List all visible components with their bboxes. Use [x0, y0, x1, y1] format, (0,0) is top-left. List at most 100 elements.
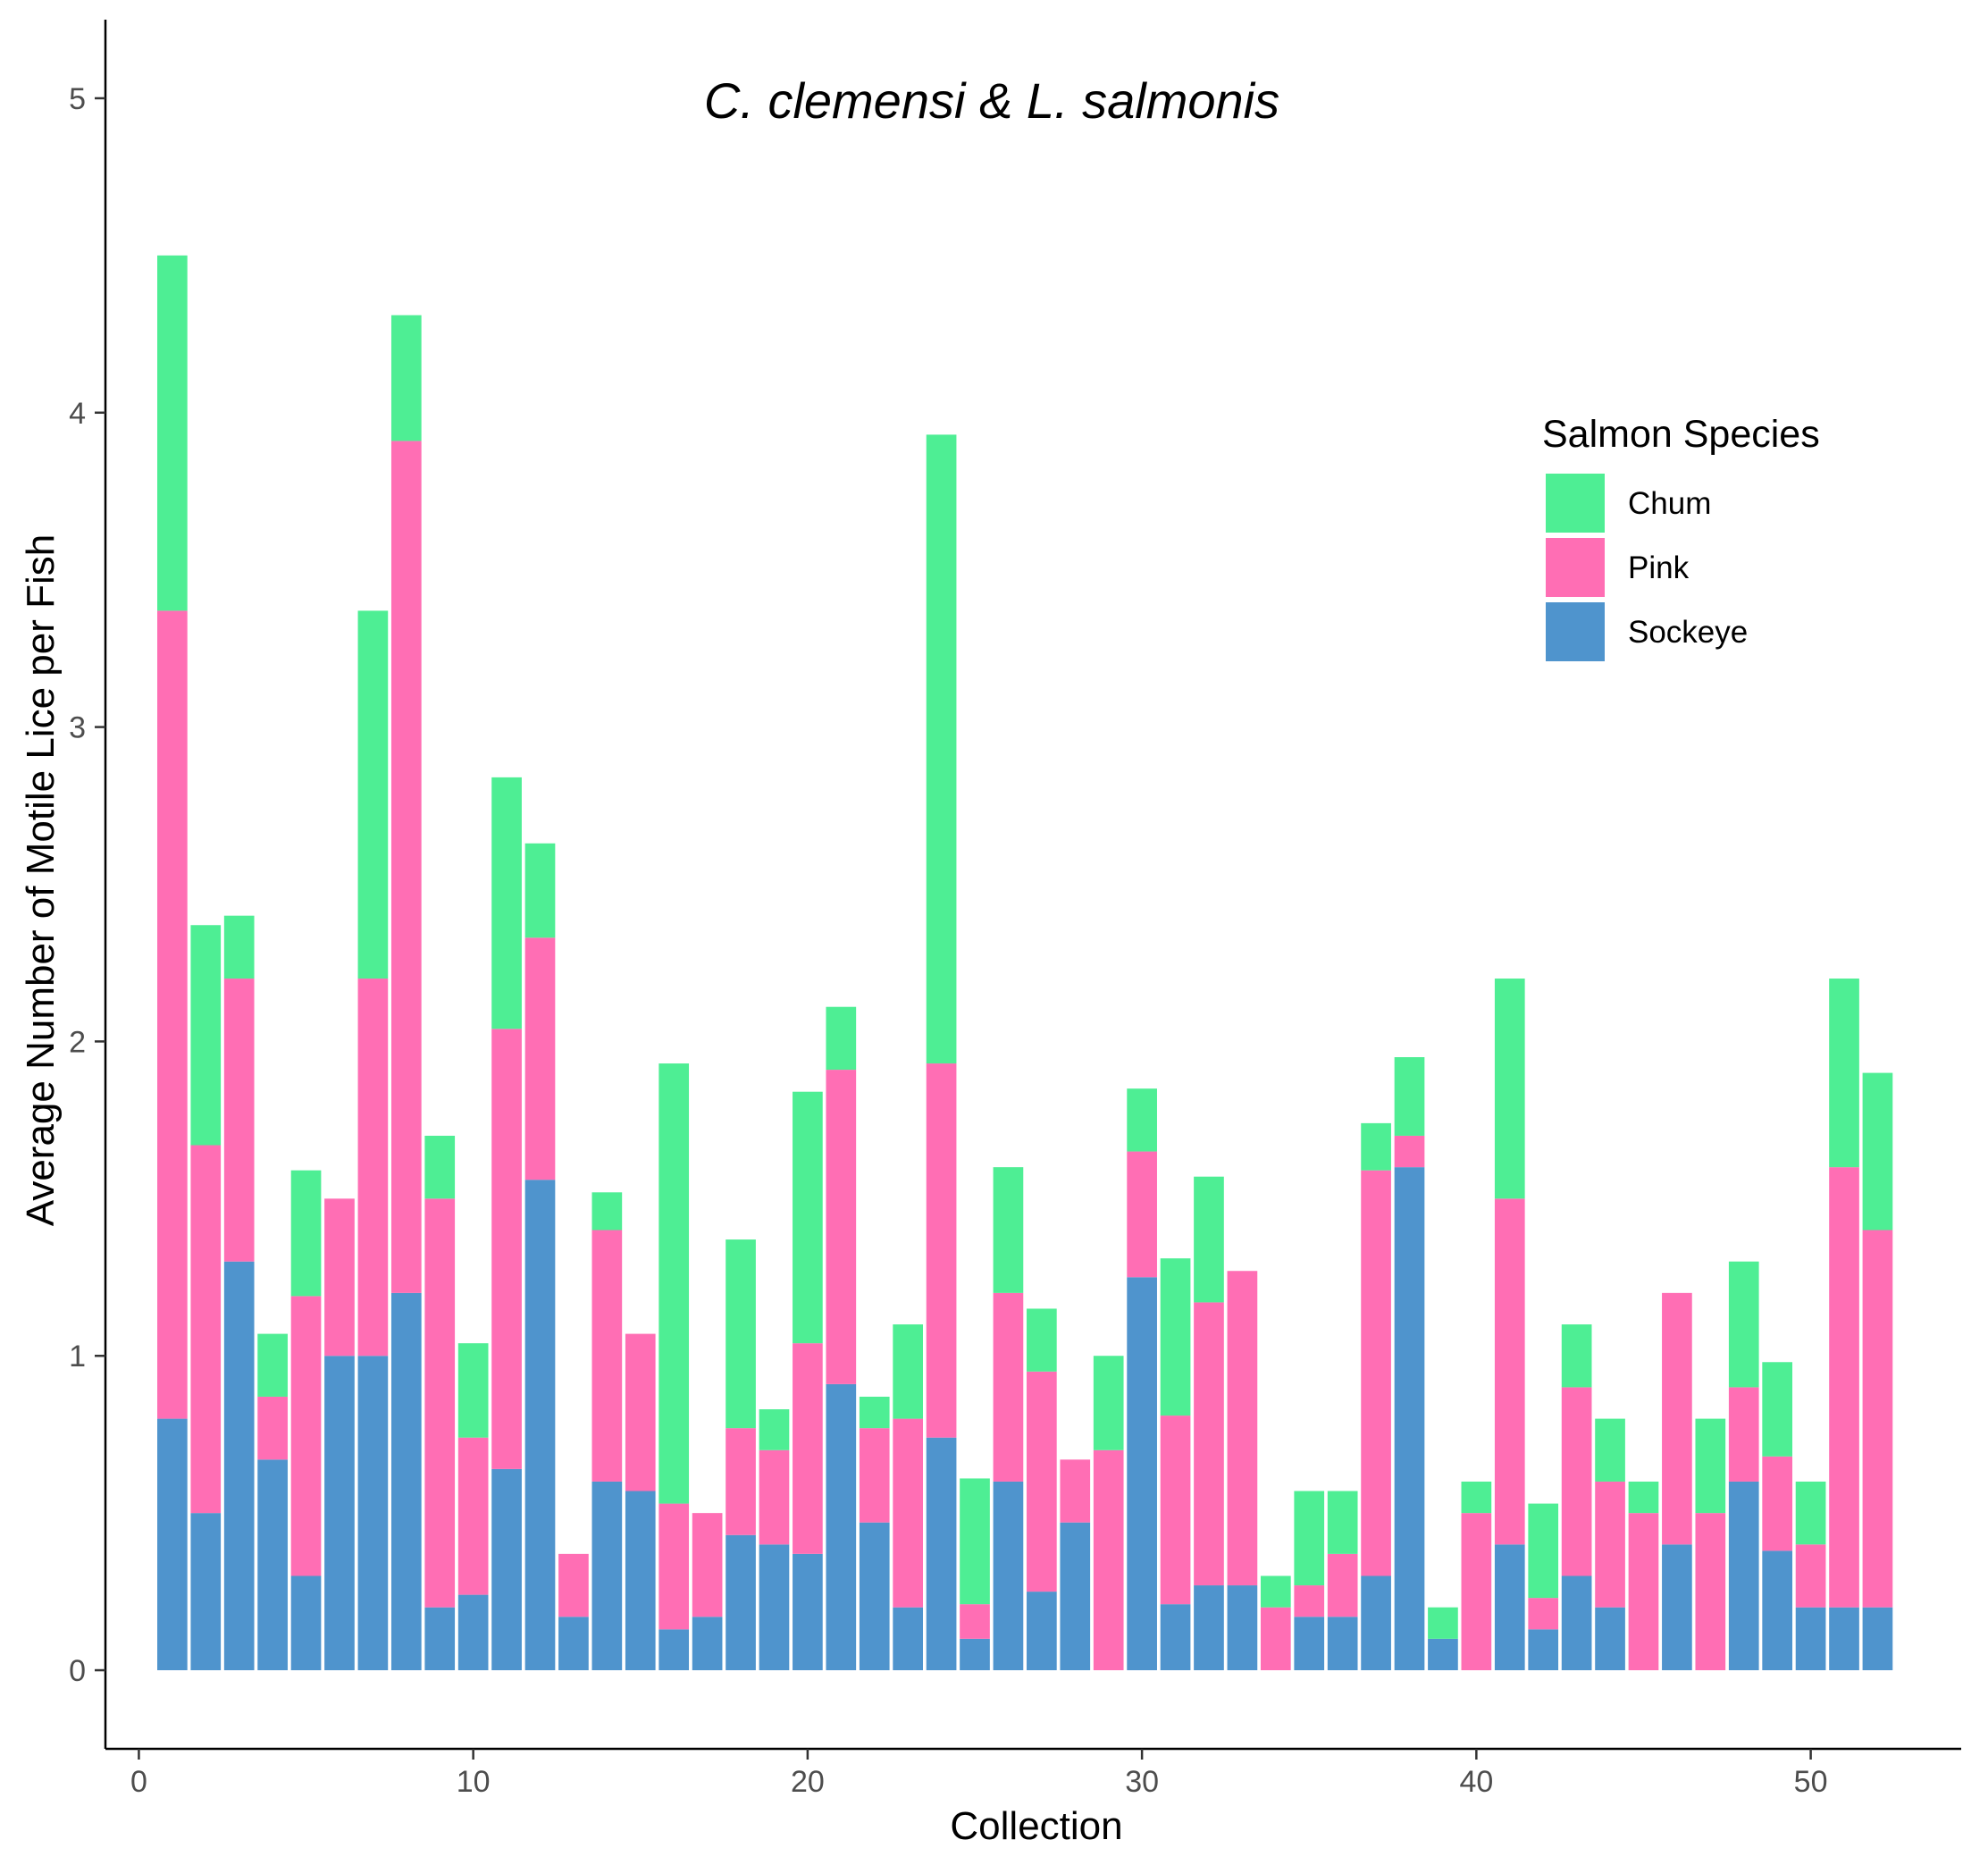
bar-pink-47	[1695, 1513, 1726, 1671]
bar-chum-39	[1428, 1607, 1458, 1639]
bar-pink-1	[157, 610, 188, 1419]
bar-sockeye-43	[1561, 1575, 1592, 1671]
bar-chum-19	[759, 1409, 790, 1450]
x-tick-label-50: 50	[1794, 1765, 1828, 1799]
bar-sockeye-41	[1494, 1544, 1525, 1671]
bar-sockeye-25	[960, 1638, 990, 1671]
bar-sockeye-37	[1361, 1575, 1391, 1671]
bar-chum-34	[1260, 1575, 1291, 1608]
bar-chum-36	[1327, 1491, 1358, 1554]
bar-sockeye-26	[993, 1481, 1024, 1671]
bar-pink-14	[591, 1230, 623, 1482]
y-tick-label-3: 3	[69, 711, 86, 745]
bar-sockeye-8	[390, 1292, 422, 1671]
x-axis-title: Collection	[950, 1804, 1122, 1848]
bar-chum-3	[223, 915, 255, 979]
bar-sockeye-48	[1728, 1481, 1759, 1671]
bar-pink-36	[1327, 1553, 1358, 1617]
bar-chum-24	[926, 434, 957, 1064]
bar-sockeye-6	[324, 1356, 355, 1671]
bar-chum-20	[793, 1091, 823, 1344]
bar-sockeye-21	[826, 1383, 857, 1671]
bar-pink-27	[1027, 1371, 1057, 1592]
bar-sockeye-27	[1027, 1592, 1057, 1671]
bar-pink-48	[1728, 1387, 1759, 1482]
bar-pink-52	[1862, 1230, 1893, 1608]
x-tick-label-20: 20	[791, 1765, 825, 1799]
bar-pink-40	[1461, 1513, 1492, 1671]
bar-pink-13	[558, 1553, 589, 1617]
bar-sockeye-16	[658, 1629, 690, 1671]
bar-chum-47	[1695, 1418, 1726, 1514]
x-tick-label-40: 40	[1459, 1765, 1493, 1799]
bars-group	[157, 255, 1893, 1671]
bar-pink-42	[1528, 1598, 1559, 1630]
chart-title: C. clemensi & L. salmonis	[704, 72, 1279, 129]
bar-chum-21	[826, 1006, 857, 1071]
bar-pink-26	[993, 1292, 1024, 1482]
bar-sockeye-46	[1662, 1544, 1692, 1671]
x-ticks-group: 0 10 20 30 40 50	[130, 1749, 1828, 1799]
y-tick-label-2: 2	[69, 1025, 86, 1059]
bar-pink-6	[324, 1198, 355, 1357]
bar-chum-30	[1127, 1088, 1157, 1152]
bar-sockeye-20	[793, 1553, 823, 1671]
bar-sockeye-36	[1327, 1617, 1358, 1671]
bar-pink-34	[1260, 1607, 1291, 1671]
bar-chum-37	[1361, 1122, 1391, 1171]
bar-pink-50	[1795, 1544, 1826, 1608]
bar-sockeye-2	[190, 1513, 222, 1671]
bar-sockeye-15	[625, 1491, 656, 1671]
bar-pink-28	[1060, 1459, 1091, 1523]
bar-sockeye-49	[1762, 1550, 1793, 1671]
legend: Salmon Species Chum Pink Sockeye	[1542, 413, 1820, 661]
bar-chum-14	[591, 1192, 623, 1231]
bar-sockeye-42	[1528, 1629, 1559, 1671]
bar-chum-35	[1294, 1491, 1325, 1586]
bar-chum-51	[1829, 979, 1859, 1168]
bar-pink-43	[1561, 1387, 1592, 1576]
bar-chum-52	[1862, 1072, 1893, 1231]
bar-pink-16	[658, 1503, 690, 1630]
bar-pink-17	[692, 1513, 723, 1617]
bar-chum-22	[859, 1396, 890, 1429]
bar-sockeye-19	[759, 1544, 790, 1671]
bar-sockeye-4	[257, 1459, 288, 1671]
bar-pink-11	[491, 1029, 522, 1469]
bar-chum-11	[491, 777, 522, 1029]
bar-sockeye-51	[1829, 1607, 1859, 1671]
legend-label-pink: Pink	[1628, 550, 1690, 585]
bar-pink-24	[926, 1063, 957, 1438]
y-tick-label-4: 4	[69, 397, 86, 431]
bar-sockeye-32	[1194, 1585, 1224, 1671]
bar-chum-45	[1628, 1481, 1659, 1514]
bar-pink-2	[190, 1145, 222, 1514]
bar-pink-12	[524, 937, 556, 1180]
legend-label-chum: Chum	[1628, 486, 1711, 521]
bar-chum-26	[993, 1167, 1024, 1293]
bar-chum-40	[1461, 1481, 1492, 1514]
bar-chum-29	[1093, 1356, 1124, 1450]
bar-sockeye-35	[1294, 1617, 1325, 1671]
bar-pink-5	[290, 1296, 322, 1576]
bar-pink-32	[1194, 1302, 1224, 1586]
bar-sockeye-9	[424, 1607, 456, 1671]
bar-chum-16	[658, 1063, 690, 1504]
bar-sockeye-17	[692, 1617, 723, 1671]
y-tick-label-1: 1	[69, 1340, 86, 1374]
bar-sockeye-30	[1127, 1277, 1157, 1671]
bar-pink-23	[893, 1418, 923, 1608]
bar-sockeye-39	[1428, 1638, 1458, 1671]
bar-chum-44	[1595, 1418, 1625, 1482]
x-tick-label-10: 10	[457, 1765, 491, 1799]
y-tick-label-5: 5	[69, 82, 86, 116]
legend-title: Salmon Species	[1542, 413, 1820, 456]
bar-sockeye-22	[859, 1522, 890, 1671]
bar-sockeye-33	[1227, 1585, 1258, 1671]
bar-pink-9	[424, 1198, 456, 1608]
bar-pink-46	[1662, 1292, 1692, 1545]
bar-sockeye-1	[157, 1418, 188, 1671]
bar-sockeye-11	[491, 1468, 522, 1671]
legend-key-pink	[1546, 538, 1605, 597]
bar-pink-51	[1829, 1167, 1859, 1608]
